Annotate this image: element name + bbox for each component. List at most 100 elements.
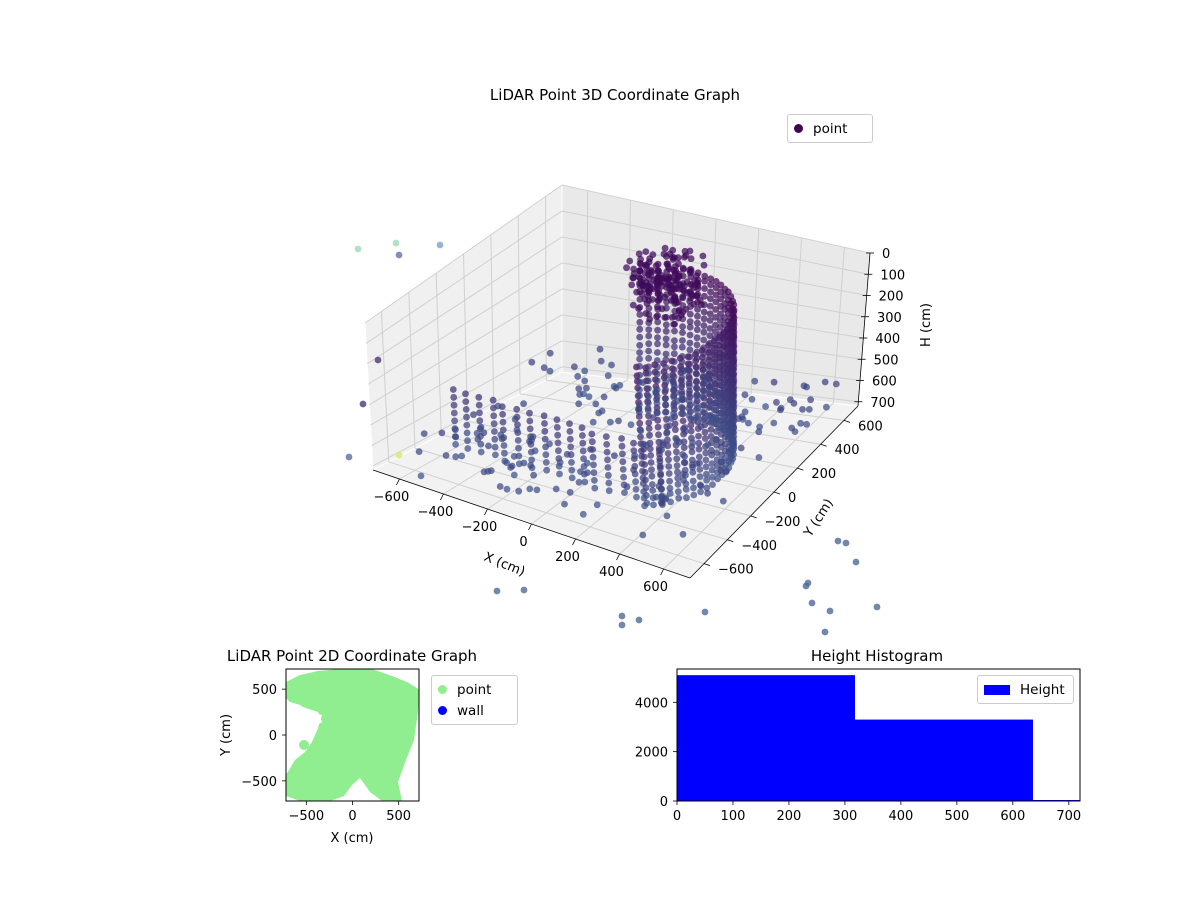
x-tick-3d xyxy=(660,568,664,576)
point-marker xyxy=(452,453,460,461)
point-marker xyxy=(648,481,656,488)
point-marker xyxy=(618,612,626,620)
point-marker xyxy=(686,331,694,339)
point-marker xyxy=(671,420,679,428)
point-marker xyxy=(641,295,649,303)
y-tick-label-2d: −500 xyxy=(241,775,277,790)
point-marker xyxy=(671,294,679,302)
point-marker xyxy=(777,406,784,414)
point-marker xyxy=(555,447,562,455)
point-marker xyxy=(462,390,469,398)
point-marker xyxy=(711,355,719,363)
legend-2d-point-marker-icon xyxy=(438,685,447,694)
point-marker xyxy=(708,451,716,459)
point-marker xyxy=(635,273,643,281)
h-tick-label-3d: 200 xyxy=(879,290,904,305)
point-marker xyxy=(700,308,708,316)
point-marker xyxy=(679,470,687,478)
point-marker xyxy=(703,476,710,484)
point-marker xyxy=(556,459,564,466)
point-marker xyxy=(704,441,712,448)
x-tick-label-3d: −200 xyxy=(462,520,498,535)
point-marker xyxy=(515,487,523,495)
point-marker xyxy=(546,349,554,357)
point-marker xyxy=(693,378,700,386)
point-marker xyxy=(635,305,642,312)
point-marker xyxy=(631,452,639,459)
point-marker xyxy=(670,410,677,417)
point-marker xyxy=(672,426,679,434)
x-tick-label-3d: 400 xyxy=(599,565,624,580)
point-marker xyxy=(653,377,661,385)
point-marker xyxy=(716,359,724,367)
point-marker xyxy=(687,427,695,435)
point-marker xyxy=(756,423,763,431)
point-marker xyxy=(600,393,608,401)
point-marker xyxy=(679,451,687,458)
point-marker xyxy=(712,298,720,306)
point-marker xyxy=(712,278,720,285)
point-marker xyxy=(685,404,693,412)
x-tick-label-3d: −600 xyxy=(374,490,410,505)
point-marker xyxy=(697,423,705,430)
x-tick-label-2d: −500 xyxy=(288,809,324,824)
point-marker xyxy=(686,346,694,354)
point-marker xyxy=(701,277,708,285)
point-marker xyxy=(520,459,528,467)
point-marker xyxy=(616,381,624,389)
point-marker xyxy=(751,377,759,385)
point-marker xyxy=(681,428,689,435)
point-marker xyxy=(415,448,423,455)
point-marker xyxy=(711,363,719,370)
point-marker xyxy=(568,466,576,474)
point-marker xyxy=(673,397,681,405)
point-marker xyxy=(639,531,647,539)
point-marker xyxy=(648,268,656,275)
point-marker xyxy=(359,400,367,408)
point-marker xyxy=(808,599,816,607)
point-marker xyxy=(662,356,670,364)
point-marker xyxy=(645,326,653,333)
point-marker xyxy=(615,417,622,425)
point-marker xyxy=(513,405,521,413)
point-marker xyxy=(574,372,582,380)
point-marker xyxy=(666,490,674,497)
point-marker xyxy=(458,452,466,460)
y-tick-label-histogram: 4000 xyxy=(635,696,668,711)
point-marker xyxy=(653,313,660,321)
gridline-3d-h-left xyxy=(370,314,563,426)
point-marker xyxy=(701,428,709,436)
point-marker xyxy=(542,459,550,466)
point-marker xyxy=(686,323,694,331)
x-tick-3d xyxy=(528,523,532,531)
point-marker xyxy=(663,429,670,437)
y-tick-label-3d: 400 xyxy=(835,443,860,458)
point-marker xyxy=(706,347,714,354)
point-marker xyxy=(712,306,720,313)
point-marker xyxy=(636,311,644,318)
point-marker xyxy=(675,494,683,502)
z-axis-label-3d: H (cm) xyxy=(919,303,934,347)
y-tick-3d xyxy=(820,443,827,447)
legend-histogram: Height xyxy=(977,675,1074,704)
point-marker xyxy=(696,296,704,304)
point-marker xyxy=(737,444,745,452)
point-marker xyxy=(699,386,707,394)
point-marker xyxy=(670,366,678,373)
point-marker xyxy=(685,397,693,405)
point-marker xyxy=(707,383,715,390)
point-marker xyxy=(476,417,484,425)
point-marker xyxy=(692,406,700,414)
point-marker xyxy=(603,448,611,456)
point-marker xyxy=(636,325,644,333)
x-tick-3d xyxy=(484,508,488,516)
point-marker xyxy=(662,372,670,379)
point-marker xyxy=(717,295,725,303)
point-marker xyxy=(652,262,660,270)
point-marker xyxy=(646,280,654,288)
point-marker xyxy=(645,287,652,295)
point-marker xyxy=(873,603,881,611)
gridline-3d-y-floor xyxy=(388,461,705,565)
axes-3d: −600 −400 −200 0 200 400 600 −600 −400 −200 0 200 40… xyxy=(345,184,934,636)
point-marker xyxy=(473,429,481,437)
